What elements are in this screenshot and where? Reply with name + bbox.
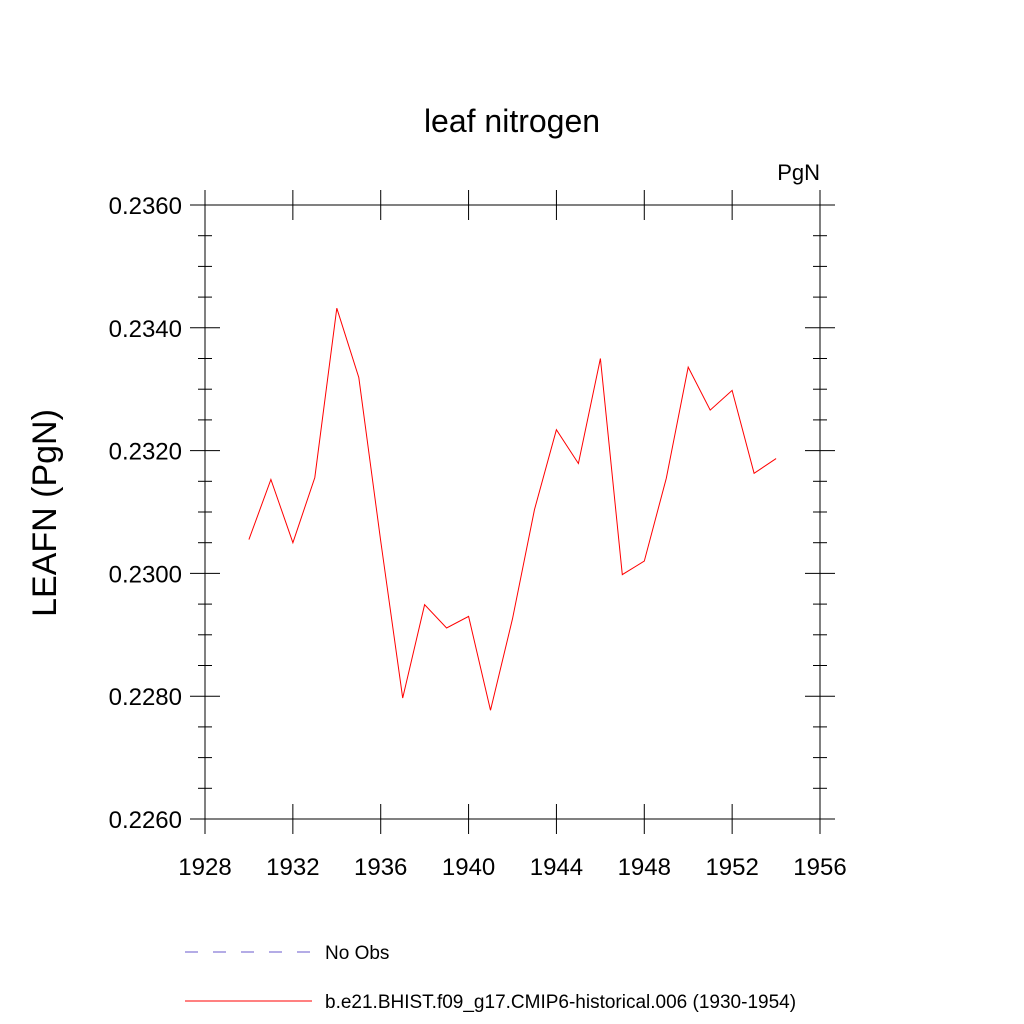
chart-title: leaf nitrogen — [424, 103, 600, 139]
y-tick-label: 0.2280 — [109, 684, 182, 711]
y-tick-label: 0.2300 — [109, 561, 182, 588]
x-tick-label: 1940 — [442, 854, 495, 881]
x-tick-label: 1948 — [618, 854, 671, 881]
x-tick-label: 1932 — [266, 854, 319, 881]
x-tick-label: 1956 — [793, 854, 846, 881]
plot-frame — [204, 204, 821, 820]
legend: No Obs b.e21.BHIST.f09_g17.CMIP6-histori… — [185, 943, 796, 1013]
units-label: PgN — [777, 160, 820, 185]
y-tick-label: 0.2320 — [109, 439, 182, 466]
x-tick-label: 1928 — [178, 854, 231, 881]
series-group — [248, 308, 777, 711]
x-tick-label: 1944 — [530, 854, 583, 881]
series-line-0 — [248, 308, 777, 711]
x-tick-label: 1952 — [705, 854, 758, 881]
y-axis-label: LEAFN (PgN) — [26, 409, 64, 617]
y-tick-label: 0.2360 — [109, 193, 182, 220]
axis-ticks — [190, 190, 835, 834]
y-tick-label: 0.2340 — [109, 316, 182, 343]
y-tick-label: 0.2260 — [109, 807, 182, 834]
y-tick-labels: 0.2260 0.2280 0.2300 0.2320 0.2340 0.2360 — [109, 193, 182, 834]
x-tick-label: 1936 — [354, 854, 407, 881]
x-tick-labels: 1928 1932 1936 1940 1944 1948 1952 1956 — [178, 854, 846, 881]
legend-label-no-obs: No Obs — [325, 943, 389, 964]
legend-label-model: b.e21.BHIST.f09_g17.CMIP6-historical.006… — [325, 992, 796, 1013]
